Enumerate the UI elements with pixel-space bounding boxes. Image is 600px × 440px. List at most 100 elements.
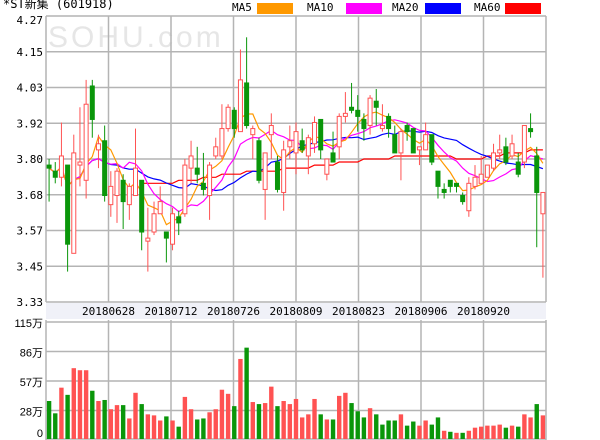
volume-bar <box>127 418 132 439</box>
candlestick <box>497 134 503 159</box>
candlestick <box>534 146 540 248</box>
candle-body <box>361 118 367 130</box>
price-tick-label: 4.27 <box>17 14 44 27</box>
candle-body <box>528 128 534 133</box>
candle-body <box>108 185 114 206</box>
volume-bar <box>509 425 515 439</box>
candlestick <box>429 134 435 166</box>
volume-bar <box>151 415 157 439</box>
candle-body <box>182 164 188 215</box>
candlestick <box>367 95 373 135</box>
date-label: 20180906 <box>395 305 448 318</box>
candlestick <box>262 152 268 220</box>
volume-bar <box>466 430 472 439</box>
volume-bar <box>312 398 317 439</box>
candlestick <box>163 231 169 263</box>
candlestick <box>293 122 299 175</box>
volume-bar <box>306 414 311 439</box>
candlestick <box>188 140 194 184</box>
candlestick <box>274 155 280 193</box>
candle-body <box>330 152 336 163</box>
volume-bar <box>188 409 194 439</box>
candle-body <box>478 173 484 184</box>
volume-bar <box>287 404 293 439</box>
legend-ma60-label: MA60 <box>474 1 501 14</box>
price-tick-label: 3.68 <box>17 189 44 202</box>
candle-body <box>312 121 318 145</box>
volume-bar <box>423 420 428 439</box>
candlestick <box>299 128 305 153</box>
candlestick <box>151 201 157 236</box>
volume-bar <box>528 417 533 439</box>
candle-body <box>281 149 287 193</box>
volume-bar <box>398 414 404 439</box>
volume-bar <box>157 420 163 439</box>
candle-body <box>77 161 83 166</box>
candle-body <box>133 167 139 197</box>
candlestick <box>521 125 527 169</box>
candle-body <box>120 179 126 203</box>
candle-body <box>497 149 503 154</box>
volume-bar <box>386 420 391 439</box>
volume-bar <box>262 403 268 439</box>
volume-bar <box>250 402 255 439</box>
candlestick <box>207 162 213 220</box>
candlestick <box>472 165 478 190</box>
legend-ma10-label: MA10 <box>307 1 334 14</box>
candlestick <box>176 210 182 236</box>
price-tick-label: 4.15 <box>17 46 44 59</box>
volume-bar <box>491 425 496 439</box>
volume-bar <box>448 431 453 439</box>
candlestick <box>342 92 348 123</box>
candlestick <box>528 113 534 138</box>
candle-body <box>349 106 355 111</box>
candlestick <box>139 179 145 251</box>
candle-body <box>46 164 52 169</box>
volume-bar <box>170 420 175 439</box>
volume-bar <box>207 412 212 439</box>
candlestick <box>157 186 163 215</box>
candlestick <box>200 152 206 196</box>
candle-body <box>355 109 361 117</box>
price-tick-label: 3.33 <box>17 296 44 309</box>
candle-body <box>386 115 392 130</box>
volume-bar <box>516 426 521 439</box>
candle-body <box>466 182 472 212</box>
legend-ma20-swatch <box>425 3 461 14</box>
volume-bar <box>176 426 181 439</box>
candlestick <box>466 177 472 217</box>
volume-bar <box>213 409 218 439</box>
volume-bar <box>275 406 280 439</box>
candlestick <box>268 113 274 159</box>
volume-bar <box>361 417 367 439</box>
candlestick <box>225 104 231 132</box>
candle-body <box>89 85 95 120</box>
volume-bar <box>343 392 348 439</box>
date-label: 20180726 <box>207 305 260 318</box>
candle-body <box>503 146 509 163</box>
volume-bar <box>120 405 126 439</box>
candlestick <box>145 207 151 272</box>
volume-bar <box>53 413 58 439</box>
date-label: 20180809 <box>270 305 323 318</box>
candle-body <box>287 140 293 148</box>
candlestick <box>478 155 484 184</box>
volume-bar <box>392 420 397 439</box>
price-tick-label: 3.92 <box>17 117 44 130</box>
volume-bar <box>318 414 323 439</box>
candle-body <box>515 161 521 175</box>
candle-body <box>453 182 459 187</box>
volume-bar <box>96 401 101 439</box>
volume-bar <box>441 430 447 439</box>
volume-tick-label: 28万 <box>20 407 43 419</box>
candle-body <box>324 158 330 175</box>
candlestick <box>318 118 324 159</box>
candlestick <box>170 207 176 251</box>
candle-body <box>170 213 176 245</box>
volume-bar <box>337 395 342 439</box>
candlestick <box>65 164 71 272</box>
candle-body <box>176 216 182 224</box>
volume-bar <box>232 406 237 439</box>
candlestick <box>349 82 355 114</box>
candlestick <box>453 182 459 193</box>
